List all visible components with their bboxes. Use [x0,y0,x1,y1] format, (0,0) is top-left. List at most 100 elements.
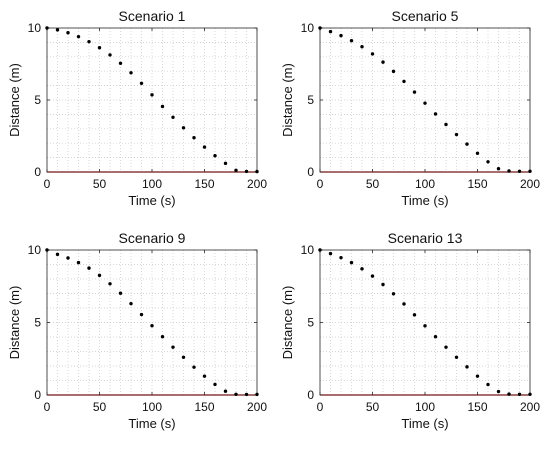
data-point [171,345,175,349]
data-point [181,126,186,130]
data-point [234,168,238,172]
x-tick-label: 50 [93,400,107,414]
data-point [139,81,144,85]
data-point [192,365,196,369]
data-point [496,389,501,394]
data-point [370,52,375,56]
data-point [202,374,207,378]
data-point [496,166,501,171]
y-axis-label: Distance (m) [280,63,295,137]
data-point [76,260,81,265]
data-point [318,248,322,252]
data-point [118,61,123,65]
subplot-1: 0 50 100 150 200 0 5 10 Scenario 1 Time (s) Distan… [7,8,267,208]
data-point [171,115,175,119]
x-tick-label: 50 [93,177,107,191]
x-tick-label: 50 [366,177,380,191]
x-tick-label: 100 [415,400,435,414]
y-tick-label: 10 [28,21,42,35]
data-point [87,266,91,270]
data-point [528,392,532,396]
x-axis-label: Time (s) [128,416,175,431]
data-point [160,335,165,339]
data-point [381,60,385,64]
y-tick-label: 10 [28,243,42,257]
y-tick-label: 0 [307,388,314,402]
data-point [475,374,480,378]
data-point [465,365,469,369]
data-point [118,291,123,295]
data-point [244,169,249,174]
x-tick-label: 100 [142,400,162,414]
chart-title: Scenario 1 [119,8,186,24]
x-tick-label: 200 [520,400,540,414]
x-tick-label: 200 [520,177,540,191]
data-point [108,282,112,286]
y-tick-label: 0 [307,165,314,179]
data-point [349,260,354,265]
data-point [465,142,469,146]
data-point [234,392,238,396]
x-axis-label: Time (s) [128,193,175,208]
subplot-4: 0 50 100 150 200 0 5 10 Scenario 13 Time (s) Dista… [280,230,540,431]
data-point [423,101,427,105]
data-point [507,392,511,396]
data-point [129,301,133,306]
data-point [45,26,49,30]
data-point [181,355,186,359]
data-point [517,169,522,173]
data-point [402,302,406,306]
x-tick-label: 200 [247,400,267,414]
data-point [76,34,81,39]
data-point [255,169,259,174]
data-point [391,69,396,74]
data-point [339,255,343,260]
y-axis-label: Distance (m) [280,286,295,360]
data-point [160,104,165,109]
data-point [360,45,364,49]
data-point [381,282,385,287]
subplot-3: 0 50 100 150 200 0 5 10 Scenario 9 Time (s) Distan… [7,230,267,431]
x-tick-label: 150 [194,400,214,414]
data-point [202,145,207,149]
x-axis-label: Time (s) [401,416,448,431]
x-tick-label: 150 [194,177,214,191]
x-tick-label: 0 [44,177,51,191]
x-tick-label: 0 [44,400,51,414]
data-point [486,160,490,164]
y-tick-label: 0 [34,165,41,179]
data-point [433,112,438,116]
y-tick-label: 5 [307,316,314,330]
data-point [433,335,438,339]
data-point [475,151,480,155]
data-point [150,93,154,97]
data-point [412,313,417,317]
data-point [507,169,511,173]
data-point [66,31,70,35]
chart-title: Scenario 9 [119,230,186,246]
x-tick-label: 200 [247,177,267,191]
x-tick-label: 0 [317,400,324,414]
x-tick-label: 100 [142,177,162,191]
data-point [223,161,228,166]
data-point [108,53,112,57]
y-tick-label: 10 [301,243,315,257]
data-point [66,256,70,260]
data-point [517,392,522,396]
data-point [423,324,427,328]
y-tick-label: 0 [34,388,41,402]
data-point [45,248,49,252]
data-point [444,345,448,349]
data-point [339,33,343,38]
data-point [370,274,375,278]
x-tick-label: 100 [415,177,435,191]
x-tick-label: 0 [317,177,324,191]
y-axis-label: Distance (m) [7,63,22,137]
data-point [97,46,102,50]
data-point [244,392,249,397]
data-point [444,122,448,127]
data-point [360,267,364,271]
data-point [97,273,102,278]
data-point [391,292,396,296]
